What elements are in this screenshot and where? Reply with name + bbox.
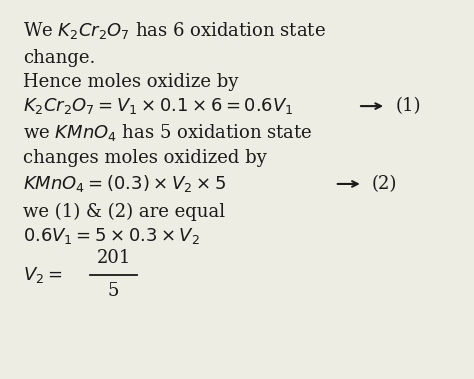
Text: $V_2 =$: $V_2 =$ (23, 265, 62, 285)
Text: change.: change. (23, 49, 95, 67)
Text: we $KMnO_4$ has 5 oxidation state: we $KMnO_4$ has 5 oxidation state (23, 122, 312, 143)
Text: 5: 5 (108, 282, 119, 301)
Text: $KMnO_4 = (0.3) \times V_2 \times 5$: $KMnO_4 = (0.3) \times V_2 \times 5$ (23, 174, 226, 194)
Text: We $K_2Cr_2O_7$ has 6 oxidation state: We $K_2Cr_2O_7$ has 6 oxidation state (23, 20, 326, 41)
Text: $0.6V_1 = 5 \times 0.3 \times V_2$: $0.6V_1 = 5 \times 0.3 \times V_2$ (23, 226, 200, 246)
Text: we (1) & (2) are equal: we (1) & (2) are equal (23, 203, 225, 221)
Text: $K_2Cr_2O_7 = V_1 \times 0.1 \times 6 = 0.6V_1$: $K_2Cr_2O_7 = V_1 \times 0.1 \times 6 = … (23, 96, 293, 116)
Text: (1): (1) (395, 97, 421, 115)
Text: changes moles oxidized by: changes moles oxidized by (23, 149, 266, 167)
Text: 201: 201 (96, 249, 131, 267)
Text: (2): (2) (372, 175, 397, 193)
Text: Hence moles oxidize by: Hence moles oxidize by (23, 73, 238, 91)
